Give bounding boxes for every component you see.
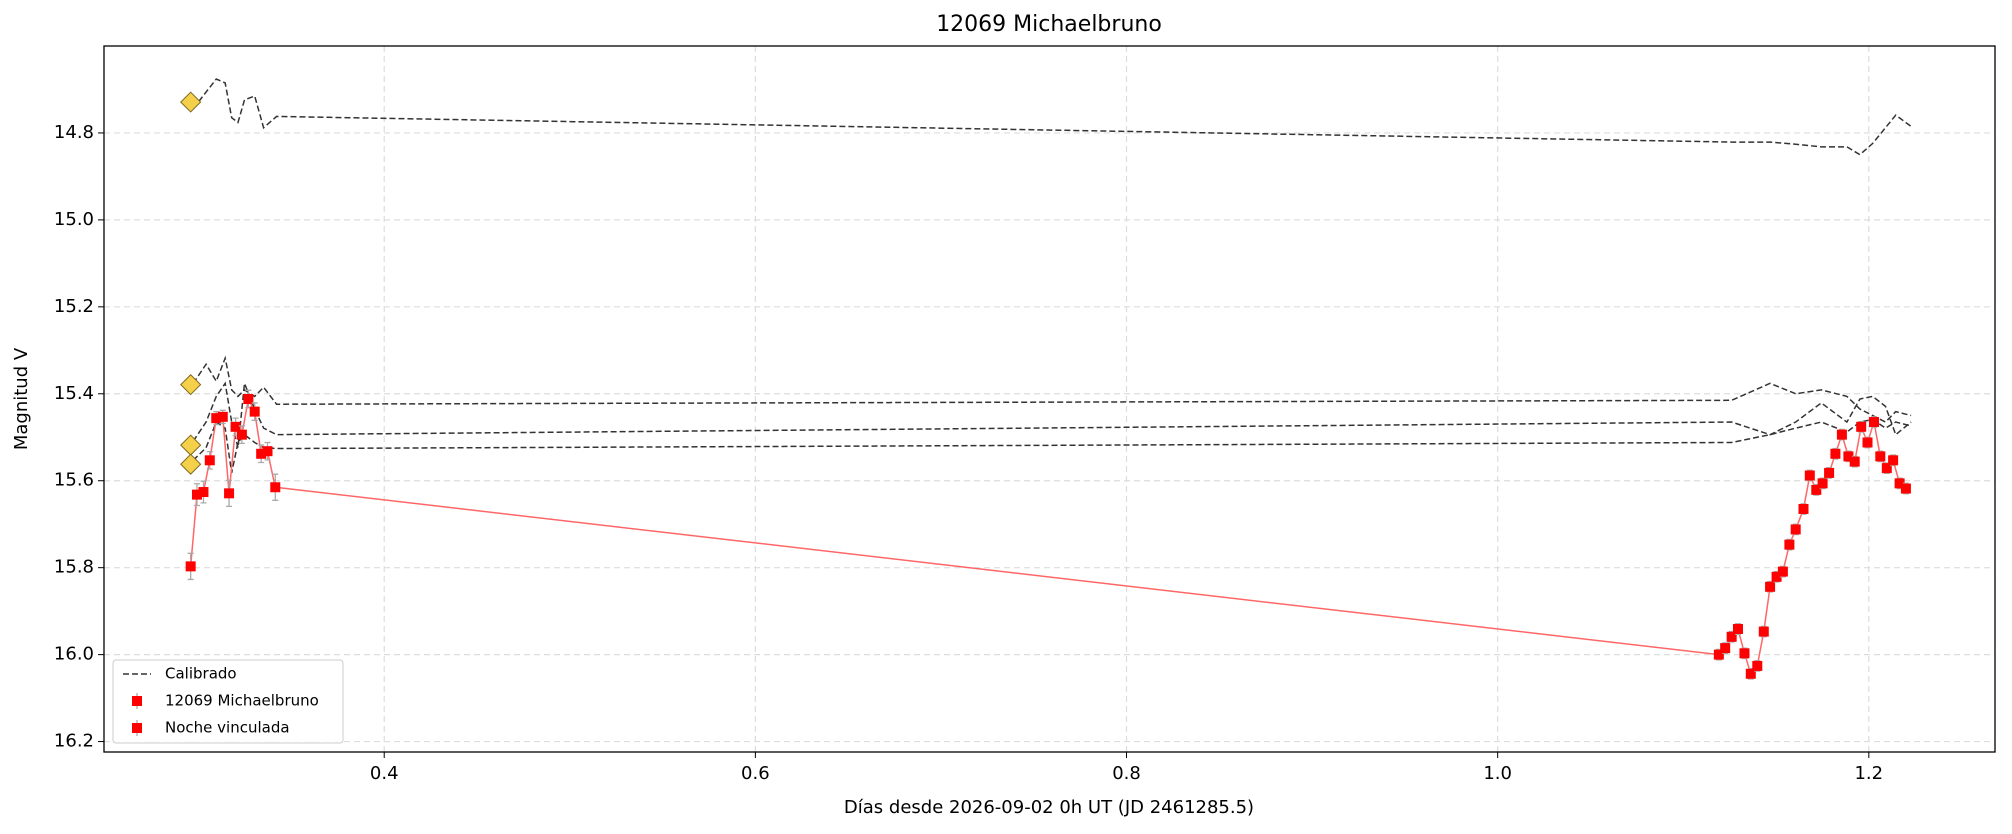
data-point (256, 448, 267, 459)
connector-line (275, 486, 1719, 656)
data-point (1784, 539, 1795, 550)
reference-marker (180, 434, 202, 456)
reference-marker (180, 374, 202, 396)
data-point (230, 421, 241, 432)
legend-swatch (132, 696, 142, 706)
data-point (217, 411, 228, 422)
data-point (1752, 660, 1763, 671)
y-tick-label: 15.2 (54, 296, 94, 317)
data-point (1817, 478, 1828, 489)
data-point (1900, 483, 1911, 494)
data-point (1720, 643, 1731, 654)
data-point (1811, 484, 1822, 495)
data-point (1745, 668, 1756, 679)
data-point (1726, 631, 1737, 642)
y-tick-label: 14.8 (54, 122, 94, 143)
x-tick-label: 0.8 (1112, 763, 1141, 784)
y-tick-label: 15.8 (54, 557, 94, 578)
data-point (1862, 437, 1873, 448)
calibrated-line (192, 418, 1912, 474)
data-point (270, 482, 281, 493)
reference-marker (180, 91, 202, 113)
legend-label: Noche vinculada (165, 719, 290, 737)
data-point (1798, 503, 1809, 514)
data-point (1790, 524, 1801, 535)
x-tick-label: 0.6 (741, 763, 770, 784)
x-axis-label: Días desde 2026-09-02 0h UT (JD 2461285.… (844, 797, 1254, 818)
y-tick-label: 16.2 (54, 731, 94, 752)
x-tick-label: 0.4 (370, 763, 399, 784)
y-tick-label: 15.6 (54, 470, 94, 491)
data-point (1843, 451, 1854, 462)
y-tick-label: 15.0 (54, 209, 94, 230)
data-point (1875, 451, 1886, 462)
data-point (224, 488, 235, 499)
y-tick-label: 15.4 (54, 383, 94, 404)
data-point (1777, 566, 1788, 577)
data-point (1739, 648, 1750, 659)
data-point (1869, 417, 1880, 428)
data-point (1765, 581, 1776, 592)
calibrated-line (192, 381, 1912, 448)
data-point (249, 406, 260, 417)
data-point (1894, 478, 1905, 489)
legend: Calibrado 12069 Michaelbruno Noche vincula… (112, 659, 344, 744)
data-point (236, 429, 247, 440)
data-point (262, 446, 273, 457)
legend-box (112, 659, 344, 744)
data-point (211, 413, 222, 424)
legend-swatch (132, 723, 142, 733)
chart-title: 12069 Michaelbruno (936, 12, 1162, 37)
data-point (204, 455, 215, 466)
x-tick-label: 1.0 (1483, 763, 1512, 784)
data-point (191, 489, 202, 500)
x-tick-label: 1.2 (1854, 763, 1883, 784)
calibrated-line (192, 78, 1912, 156)
data-point (243, 394, 254, 404)
plot-frame (103, 45, 1996, 753)
data-point (1713, 649, 1724, 660)
y-tick-label: 16.0 (54, 644, 94, 665)
data-point (1771, 571, 1782, 582)
data-point (1856, 421, 1867, 432)
data-point (198, 487, 209, 498)
series-line (189, 396, 277, 567)
data-point (1881, 463, 1892, 474)
reference-marker (180, 453, 202, 475)
data-point (1830, 448, 1841, 459)
legend-label: 12069 Michaelbruno (165, 692, 319, 710)
data-point (1758, 626, 1769, 637)
calibrated-line (192, 355, 1912, 423)
data-point (1732, 623, 1743, 634)
y-axis-label: Magnitud V (11, 347, 32, 450)
data-point (1888, 455, 1899, 466)
data-point (185, 561, 196, 572)
data-point (1849, 456, 1860, 467)
data-point (1824, 467, 1835, 478)
data-point (1836, 429, 1847, 440)
legend-label: Calibrado (165, 665, 237, 683)
data-point (1804, 470, 1815, 481)
